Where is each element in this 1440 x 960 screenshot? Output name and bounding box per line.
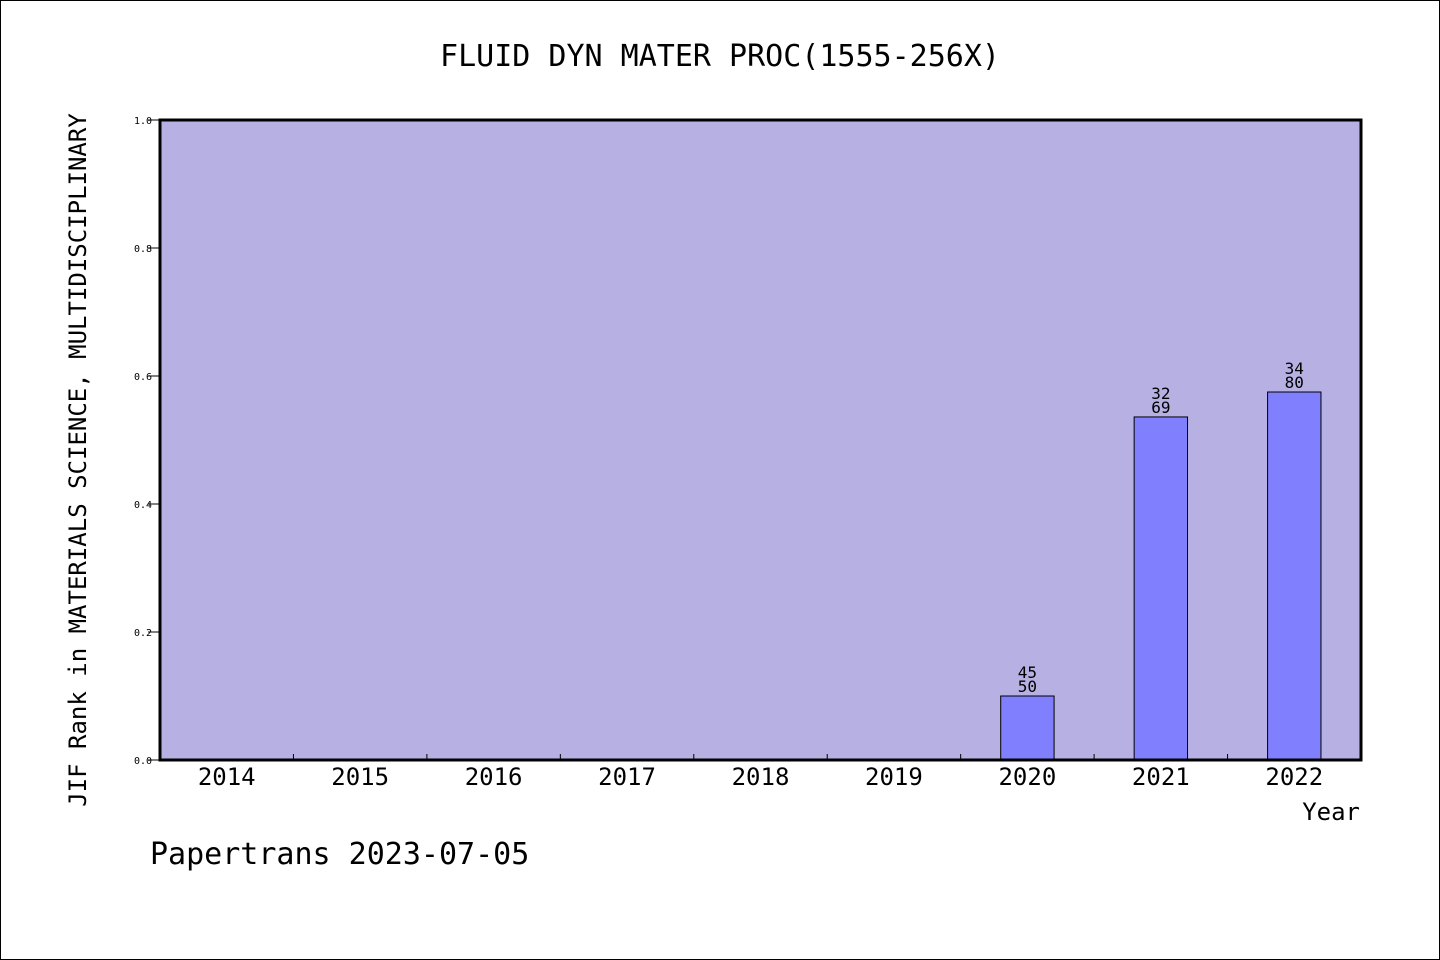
footer-credit: Papertrans 2023-07-05 [150,837,529,872]
x-tick-label: 2015 [331,763,389,791]
y-tick-label: 0.0 [134,756,152,767]
bar-2021 [1133,416,1189,761]
bar-2020 [1000,695,1055,761]
y-tick-label: 0.6 [134,372,152,383]
x-tick-label: 2020 [998,763,1056,791]
x-tick-label: 2018 [732,763,790,791]
x-axis-ticks: 2014 2015 2016 2017 2018 2019 2020 2021 2022 [198,754,1323,791]
plot-border [158,118,1363,762]
bar-2022 [1267,391,1322,761]
bar-label-2022: 80 [1285,373,1304,392]
x-tick-label: 2017 [598,763,656,791]
bar-label-2020: 45 [1018,663,1037,682]
x-axis-label: Year [1302,798,1360,826]
y-axis-label: JIF Rank in MATERIALS SCIENCE, MULTIDISC… [64,113,92,807]
bar-label-2022: 34 [1285,359,1304,378]
bar-label-2021: 69 [1151,398,1170,417]
x-tick-label: 2016 [465,763,523,791]
x-tick-label: 2021 [1132,763,1190,791]
chart-title: FLUID DYN MATER PROC(1555-256X) [440,39,1000,74]
x-tick-label: 2014 [198,763,256,791]
bar-label-2020: 50 [1018,677,1037,696]
bar-label-2021: 32 [1151,384,1170,403]
bars [1000,391,1322,761]
y-tick-label: 1.0 [134,116,152,127]
y-tick-label: 0.2 [134,628,152,639]
y-tick-label: 0.8 [134,244,152,255]
x-tick-label: 2022 [1265,763,1323,791]
x-tick-label: 2019 [865,763,923,791]
y-axis-ticks: 0.0 0.2 0.4 0.6 0.8 1.0 [134,116,160,767]
y-tick-label: 0.4 [134,500,152,511]
